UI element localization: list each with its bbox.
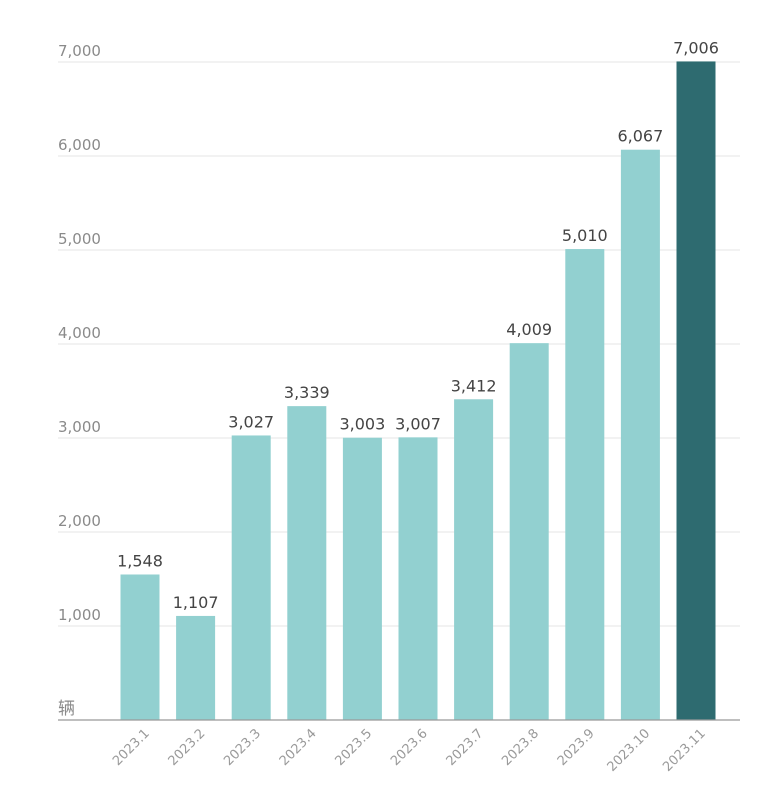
y-tick-label: 5,000 bbox=[58, 230, 101, 248]
y-tick-label: 1,000 bbox=[58, 606, 101, 624]
y-tick-label: 7,000 bbox=[58, 42, 101, 60]
x-tick-label: 2023.6 bbox=[388, 726, 431, 769]
x-tick-label: 2023.5 bbox=[332, 726, 375, 769]
x-tick-label: 2023.2 bbox=[166, 726, 209, 769]
x-tick-label: 2023.7 bbox=[444, 726, 487, 769]
bars bbox=[120, 61, 716, 721]
data-label: 5,010 bbox=[562, 226, 608, 245]
y-tick-label: 2,000 bbox=[58, 512, 101, 530]
data-label: 1,107 bbox=[173, 593, 219, 612]
bar bbox=[231, 435, 271, 720]
bar bbox=[342, 437, 382, 720]
data-label: 7,006 bbox=[673, 38, 719, 57]
x-tick-label: 2023.11 bbox=[660, 726, 709, 775]
y-tick-label: 3,000 bbox=[58, 418, 101, 436]
x-tick-label: 2023.8 bbox=[499, 726, 542, 769]
data-label: 3,003 bbox=[339, 415, 385, 434]
data-label: 3,007 bbox=[395, 414, 441, 433]
data-label: 3,339 bbox=[284, 383, 330, 402]
data-labels: 1,548 1,107 3,027 3,339 3,003 3,007 3,412 4,009… bbox=[117, 38, 719, 612]
y-unit-label: 辆 bbox=[58, 699, 75, 719]
x-tick-label: 2023.3 bbox=[221, 726, 264, 769]
data-label: 6,067 bbox=[617, 127, 663, 146]
y-axis-ticks: 1,000 2,000 3,000 4,000 5,000 6,000 7,000 bbox=[58, 42, 101, 624]
bar bbox=[676, 61, 716, 721]
y-tick-label: 4,000 bbox=[58, 324, 101, 342]
bar bbox=[287, 406, 327, 720]
x-tick-label: 2023.10 bbox=[605, 726, 654, 775]
data-label: 3,027 bbox=[228, 412, 274, 431]
bar bbox=[620, 149, 660, 720]
x-tick-label: 2023.4 bbox=[277, 726, 320, 769]
bar bbox=[398, 437, 438, 720]
bar bbox=[565, 249, 605, 720]
bar bbox=[454, 399, 494, 720]
data-label: 4,009 bbox=[506, 320, 552, 339]
bar bbox=[120, 574, 160, 720]
bar bbox=[176, 615, 216, 720]
x-tick-label: 2023.1 bbox=[110, 726, 153, 769]
data-label: 1,548 bbox=[117, 551, 163, 570]
data-label: 3,412 bbox=[451, 376, 497, 395]
y-tick-label: 6,000 bbox=[58, 136, 101, 154]
x-axis-ticks: 2023.1 2023.2 2023.3 2023.4 2023.5 2023.6 2023… bbox=[110, 726, 709, 775]
x-tick-label: 2023.9 bbox=[555, 726, 598, 769]
bar bbox=[509, 343, 549, 720]
